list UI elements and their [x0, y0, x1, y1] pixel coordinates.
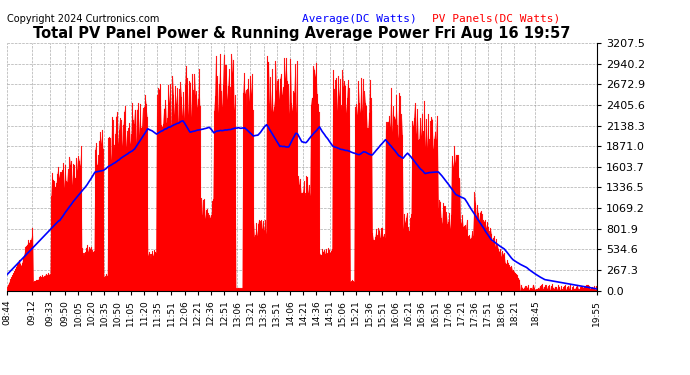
- Text: Copyright 2024 Curtronics.com: Copyright 2024 Curtronics.com: [7, 13, 159, 24]
- Text: PV Panels(DC Watts): PV Panels(DC Watts): [432, 13, 560, 24]
- Title: Total PV Panel Power & Running Average Power Fri Aug 16 19:57: Total PV Panel Power & Running Average P…: [33, 26, 571, 40]
- Text: Average(DC Watts): Average(DC Watts): [302, 13, 417, 24]
